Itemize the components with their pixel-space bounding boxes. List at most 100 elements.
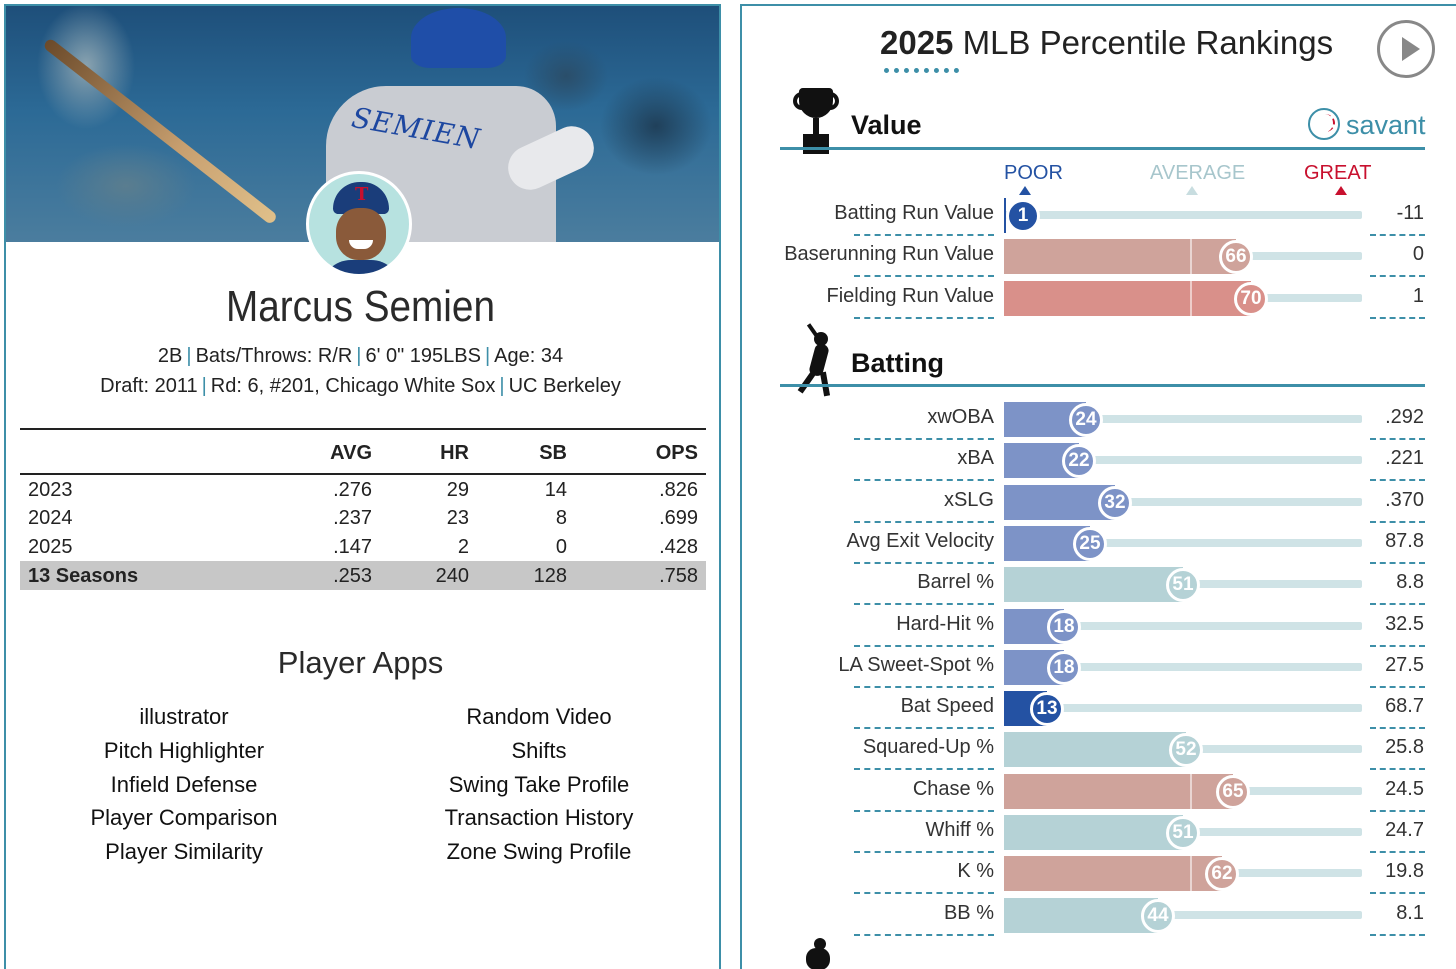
metric-row[interactable]: Barrel % 51 8.8: [780, 565, 1430, 606]
metric-value: 0: [1412, 243, 1424, 266]
metric-row[interactable]: xBA 22 .221: [780, 441, 1430, 482]
row-divider: [1370, 438, 1425, 440]
section-label-batting: Batting: [851, 348, 944, 378]
metric-row[interactable]: Bat Speed 13 68.7: [780, 689, 1430, 730]
stat-avg: .237: [333, 507, 372, 529]
row-divider: [1370, 685, 1425, 688]
percentile-badge: 22: [1062, 444, 1096, 479]
metric-row[interactable]: Fielding Run Value 70 1: [780, 279, 1430, 320]
percentile-badge: 24: [1069, 403, 1103, 437]
stat-avg: .276: [333, 478, 372, 501]
stat-ops: .826: [659, 478, 698, 501]
metric-row[interactable]: Avg Exit Velocity 25 87.8: [780, 524, 1430, 565]
metric-row[interactable]: xSLG 32 .370: [780, 483, 1430, 524]
percentile-track: [1004, 621, 1362, 630]
app-link-player-similarity[interactable]: Player Similarity: [105, 839, 263, 865]
row-divider: [854, 520, 994, 523]
percentile-bar: [1004, 732, 1186, 768]
rankings-title: 2025 MLB Percentile Rankings: [880, 24, 1333, 62]
row-divider: [1370, 727, 1425, 730]
bio-school: UC Berkeley: [508, 375, 621, 397]
percentile-bar: [1004, 280, 1251, 316]
percentile-track: [1004, 704, 1362, 713]
percentile-bar: [1004, 773, 1233, 809]
bio-line-2: Draft: 2011 | Rd: 6, #201, Chicago White S…: [100, 375, 621, 397]
percentile-rankings-card: [740, 4, 1456, 969]
player-action-photo: SEMIEN: [6, 6, 719, 242]
row-divider: [1370, 561, 1425, 564]
percentile-badge: 18: [1047, 609, 1081, 644]
app-link-swing-take-profile[interactable]: Swing Take Profile: [448, 771, 630, 797]
app-link-random-video[interactable]: Random Video: [466, 704, 612, 729]
cap-logo: T: [355, 184, 369, 205]
bio-line-1: 2B | Bats/Throws: R/R | 6' 0" 195LBS | Age: 34: [157, 345, 564, 367]
savant-brand[interactable]: savant: [1308, 108, 1426, 141]
row-divider: [854, 275, 994, 278]
percentile-bar: [1004, 567, 1183, 603]
scale-label-average: AVERAGE: [1150, 162, 1246, 184]
row-divider: [854, 933, 994, 936]
career-label: 13 Seasons: [20, 561, 270, 590]
stats-table: AVG HR SB OPS 2023 .276 29 14 .826 2024 …: [20, 428, 706, 590]
metric-row[interactable]: Hard-Hit % 18 32.5: [780, 607, 1430, 648]
stats-header-hr: HR: [380, 428, 477, 475]
stats-header-ops: OPS: [575, 428, 706, 475]
percentile-badge: 51: [1166, 816, 1200, 850]
metric-row[interactable]: xwOBA 24 .292: [780, 400, 1430, 441]
percentile-badge: 52: [1169, 733, 1203, 768]
percentile-bar: [1004, 484, 1115, 520]
app-link-transaction-history[interactable]: Transaction History: [444, 805, 634, 831]
app-link-illustrator[interactable]: illustrator: [139, 704, 229, 729]
metric-row[interactable]: BB % 44 8.1: [780, 896, 1430, 937]
metric-name: Baserunning Run Value: [784, 243, 994, 266]
section-label-value: Value: [851, 110, 922, 140]
metric-value: .292: [1385, 406, 1424, 428]
player-name: Marcus Semien: [225, 282, 495, 331]
row-divider: [1370, 851, 1425, 853]
table-row: 2025 .147 2 0 .428: [20, 532, 706, 561]
app-link-zone-swing-profile[interactable]: Zone Swing Profile: [446, 839, 632, 865]
metric-row[interactable]: Chase % 65 24.5: [780, 772, 1430, 813]
stat-hr: 29: [446, 478, 469, 501]
metric-name: xBA: [957, 447, 994, 470]
rankings-year: 2025: [880, 24, 954, 61]
app-link-infield-defense[interactable]: Infield Defense: [110, 771, 258, 797]
metric-row[interactable]: Whiff % 51 24.7: [780, 813, 1430, 854]
metric-row[interactable]: Squared-Up % 52 25.8: [780, 730, 1430, 771]
bio-bats-throws: Bats/Throws: R/R: [195, 345, 353, 367]
metric-value: 24.5: [1385, 777, 1424, 800]
app-link-pitch-highlighter[interactable]: Pitch Highlighter: [103, 737, 265, 763]
metric-value: 24.7: [1385, 819, 1424, 841]
app-link-shifts[interactable]: Shifts: [511, 737, 567, 763]
row-divider: [854, 768, 994, 771]
row-divider: [1370, 603, 1425, 606]
metric-value: 32.5: [1385, 612, 1424, 635]
metric-value: .370: [1385, 488, 1424, 511]
row-divider: [854, 727, 994, 730]
app-link-player-comparison[interactable]: Player Comparison: [90, 805, 278, 831]
row-divider: [1370, 768, 1425, 771]
percentile-track: [1004, 910, 1362, 919]
metric-value: -11: [1396, 202, 1424, 224]
row-divider: [854, 479, 994, 482]
row-divider: [1370, 316, 1425, 319]
metric-row[interactable]: K % 62 19.8: [780, 854, 1430, 895]
career-total-row: 13 Seasons .253 240 128 .758: [20, 561, 706, 590]
savant-label: savant: [1346, 110, 1426, 140]
stat-hr: 2: [457, 536, 469, 558]
metric-row[interactable]: Baserunning Run Value 66 0: [780, 237, 1430, 278]
percentile-badge: 65: [1216, 774, 1250, 809]
metric-value: 68.7: [1385, 695, 1424, 718]
stat-ops: .428: [659, 536, 698, 558]
metric-value: .221: [1385, 447, 1424, 470]
player-apps-title: Player Apps: [277, 645, 444, 680]
season-year: 2023: [28, 478, 73, 501]
row-divider: [854, 892, 994, 895]
percentile-track: [1004, 538, 1362, 547]
metric-row[interactable]: Batting Run Value 1 -11: [780, 196, 1430, 237]
percentile-badge: 51: [1166, 568, 1200, 603]
helmet-graphic: [411, 8, 506, 68]
play-icon[interactable]: [1377, 20, 1435, 78]
row-divider: [854, 561, 994, 564]
metric-row[interactable]: LA Sweet-Spot % 18 27.5: [780, 648, 1430, 689]
